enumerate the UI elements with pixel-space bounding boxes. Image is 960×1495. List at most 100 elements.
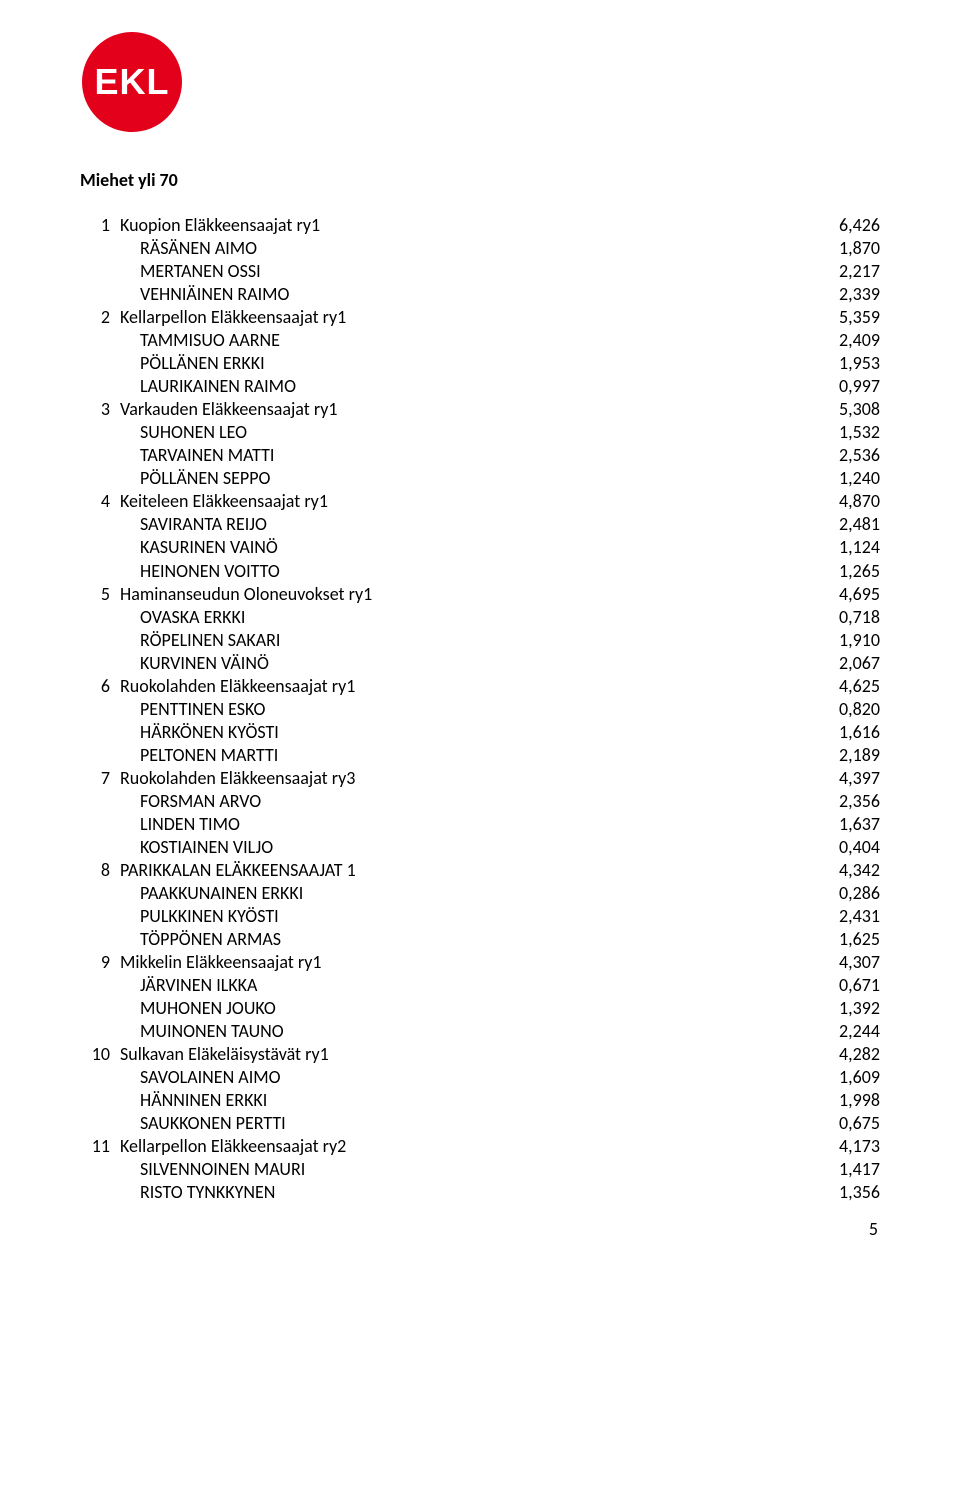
team-name-cell: Kuopion Eläkkeensaajat ry1	[120, 214, 800, 237]
member-score-cell: 1,953	[800, 352, 880, 375]
page-heading: Miehet yli 70	[80, 169, 880, 192]
member-name-cell: FORSMAN ARVO	[120, 790, 800, 813]
member-score-cell: 1,998	[800, 1089, 880, 1112]
team-row: 9Mikkelin Eläkkeensaajat ry14,307	[80, 951, 880, 974]
member-score-cell: 2,217	[800, 260, 880, 283]
member-row: JÄRVINEN ILKKA0,671	[80, 974, 880, 997]
member-row: PÖLLÄNEN SEPPO1,240	[80, 467, 880, 490]
member-row: KURVINEN VÄINÖ2,067	[80, 652, 880, 675]
results-table: 1Kuopion Eläkkeensaajat ry16,426RÄSÄNEN …	[80, 214, 880, 1204]
member-name-cell: PÖLLÄNEN SEPPO	[120, 467, 800, 490]
member-row: RÄSÄNEN AIMO1,870	[80, 237, 880, 260]
member-row: MERTANEN OSSI2,217	[80, 260, 880, 283]
team-row: 5Haminanseudun Oloneuvokset ry14,695	[80, 583, 880, 606]
team-name-cell: Kellarpellon Eläkkeensaajat ry2	[120, 1135, 800, 1158]
member-row: HÄNNINEN ERKKI1,998	[80, 1089, 880, 1112]
member-score-cell: 2,356	[800, 790, 880, 813]
member-score-cell: 0,404	[800, 836, 880, 859]
member-row: LINDEN TIMO1,637	[80, 813, 880, 836]
member-name-cell: KOSTIAINEN VILJO	[120, 836, 800, 859]
member-name-cell: SAVIRANTA REIJO	[120, 513, 800, 536]
member-row: PULKKINEN KYÖSTI2,431	[80, 905, 880, 928]
team-score-cell: 4,397	[800, 767, 880, 790]
team-score-cell: 4,282	[800, 1043, 880, 1066]
member-name-cell: JÄRVINEN ILKKA	[120, 974, 800, 997]
member-score-cell: 0,286	[800, 882, 880, 905]
rank-cell: 8	[80, 859, 120, 882]
team-row: 6Ruokolahden Eläkkeensaajat ry14,625	[80, 675, 880, 698]
member-score-cell: 0,997	[800, 375, 880, 398]
member-name-cell: PENTTINEN ESKO	[120, 698, 800, 721]
member-row: RISTO TYNKKYNEN1,356	[80, 1181, 880, 1204]
member-score-cell: 2,244	[800, 1020, 880, 1043]
member-row: SILVENNOINEN MAURI1,417	[80, 1158, 880, 1181]
member-name-cell: PULKKINEN KYÖSTI	[120, 905, 800, 928]
member-score-cell: 1,870	[800, 237, 880, 260]
member-name-cell: KASURINEN VAINÖ	[120, 536, 800, 559]
member-row: HÄRKÖNEN KYÖSTI1,616	[80, 721, 880, 744]
member-score-cell: 1,265	[800, 560, 880, 583]
member-name-cell: KURVINEN VÄINÖ	[120, 652, 800, 675]
member-row: SUHONEN LEO1,532	[80, 421, 880, 444]
rank-cell: 7	[80, 767, 120, 790]
team-row: 11Kellarpellon Eläkkeensaajat ry24,173	[80, 1135, 880, 1158]
member-score-cell: 2,067	[800, 652, 880, 675]
member-name-cell: VEHNIÄINEN RAIMO	[120, 283, 800, 306]
member-name-cell: RÖPELINEN SAKARI	[120, 629, 800, 652]
member-score-cell: 0,671	[800, 974, 880, 997]
team-name-cell: Ruokolahden Eläkkeensaajat ry3	[120, 767, 800, 790]
team-row: 10Sulkavan Eläkeläisystävät ry14,282	[80, 1043, 880, 1066]
member-score-cell: 2,189	[800, 744, 880, 767]
member-score-cell: 1,532	[800, 421, 880, 444]
member-score-cell: 1,240	[800, 467, 880, 490]
member-name-cell: SAVOLAINEN AIMO	[120, 1066, 800, 1089]
rank-cell: 1	[80, 214, 120, 237]
member-row: SAVOLAINEN AIMO1,609	[80, 1066, 880, 1089]
member-row: HEINONEN VOITTO1,265	[80, 560, 880, 583]
rank-cell: 11	[80, 1135, 120, 1158]
member-name-cell: SAUKKONEN PERTTI	[120, 1112, 800, 1135]
member-score-cell: 1,637	[800, 813, 880, 836]
member-name-cell: PAAKKUNAINEN ERKKI	[120, 882, 800, 905]
team-name-cell: Kellarpellon Eläkkeensaajat ry1	[120, 306, 800, 329]
rank-cell: 9	[80, 951, 120, 974]
team-row: 4Keiteleen Eläkkeensaajat ry14,870	[80, 490, 880, 513]
page-number: 5	[80, 1218, 880, 1241]
team-name-cell: Sulkavan Eläkeläisystävät ry1	[120, 1043, 800, 1066]
member-row: OVASKA ERKKI0,718	[80, 606, 880, 629]
member-score-cell: 0,820	[800, 698, 880, 721]
member-name-cell: PÖLLÄNEN ERKKI	[120, 352, 800, 375]
team-name-cell: Keiteleen Eläkkeensaajat ry1	[120, 490, 800, 513]
team-name-cell: Haminanseudun Oloneuvokset ry1	[120, 583, 800, 606]
member-name-cell: LINDEN TIMO	[120, 813, 800, 836]
member-row: MUHONEN JOUKO1,392	[80, 997, 880, 1020]
team-row: 2Kellarpellon Eläkkeensaajat ry15,359	[80, 306, 880, 329]
member-name-cell: SILVENNOINEN MAURI	[120, 1158, 800, 1181]
member-name-cell: MUHONEN JOUKO	[120, 997, 800, 1020]
rank-cell: 5	[80, 583, 120, 606]
member-row: PELTONEN MARTTI2,189	[80, 744, 880, 767]
rank-cell: 4	[80, 490, 120, 513]
member-row: PAAKKUNAINEN ERKKI0,286	[80, 882, 880, 905]
member-row: VEHNIÄINEN RAIMO2,339	[80, 283, 880, 306]
member-row: TAMMISUO AARNE2,409	[80, 329, 880, 352]
team-score-cell: 4,307	[800, 951, 880, 974]
member-row: SAVIRANTA REIJO2,481	[80, 513, 880, 536]
team-score-cell: 4,342	[800, 859, 880, 882]
member-score-cell: 0,718	[800, 606, 880, 629]
member-name-cell: HÄRKÖNEN KYÖSTI	[120, 721, 800, 744]
member-name-cell: OVASKA ERKKI	[120, 606, 800, 629]
member-name-cell: RISTO TYNKKYNEN	[120, 1181, 800, 1204]
member-name-cell: TAMMISUO AARNE	[120, 329, 800, 352]
member-row: FORSMAN ARVO2,356	[80, 790, 880, 813]
member-score-cell: 1,609	[800, 1066, 880, 1089]
member-score-cell: 1,392	[800, 997, 880, 1020]
member-score-cell: 2,481	[800, 513, 880, 536]
member-name-cell: MERTANEN OSSI	[120, 260, 800, 283]
member-name-cell: SUHONEN LEO	[120, 421, 800, 444]
member-score-cell: 0,675	[800, 1112, 880, 1135]
rank-cell: 2	[80, 306, 120, 329]
team-row: 3Varkauden Eläkkeensaajat ry15,308	[80, 398, 880, 421]
team-row: 8PARIKKALAN ELÄKKEENSAAJAT 14,342	[80, 859, 880, 882]
team-name-cell: Varkauden Eläkkeensaajat ry1	[120, 398, 800, 421]
